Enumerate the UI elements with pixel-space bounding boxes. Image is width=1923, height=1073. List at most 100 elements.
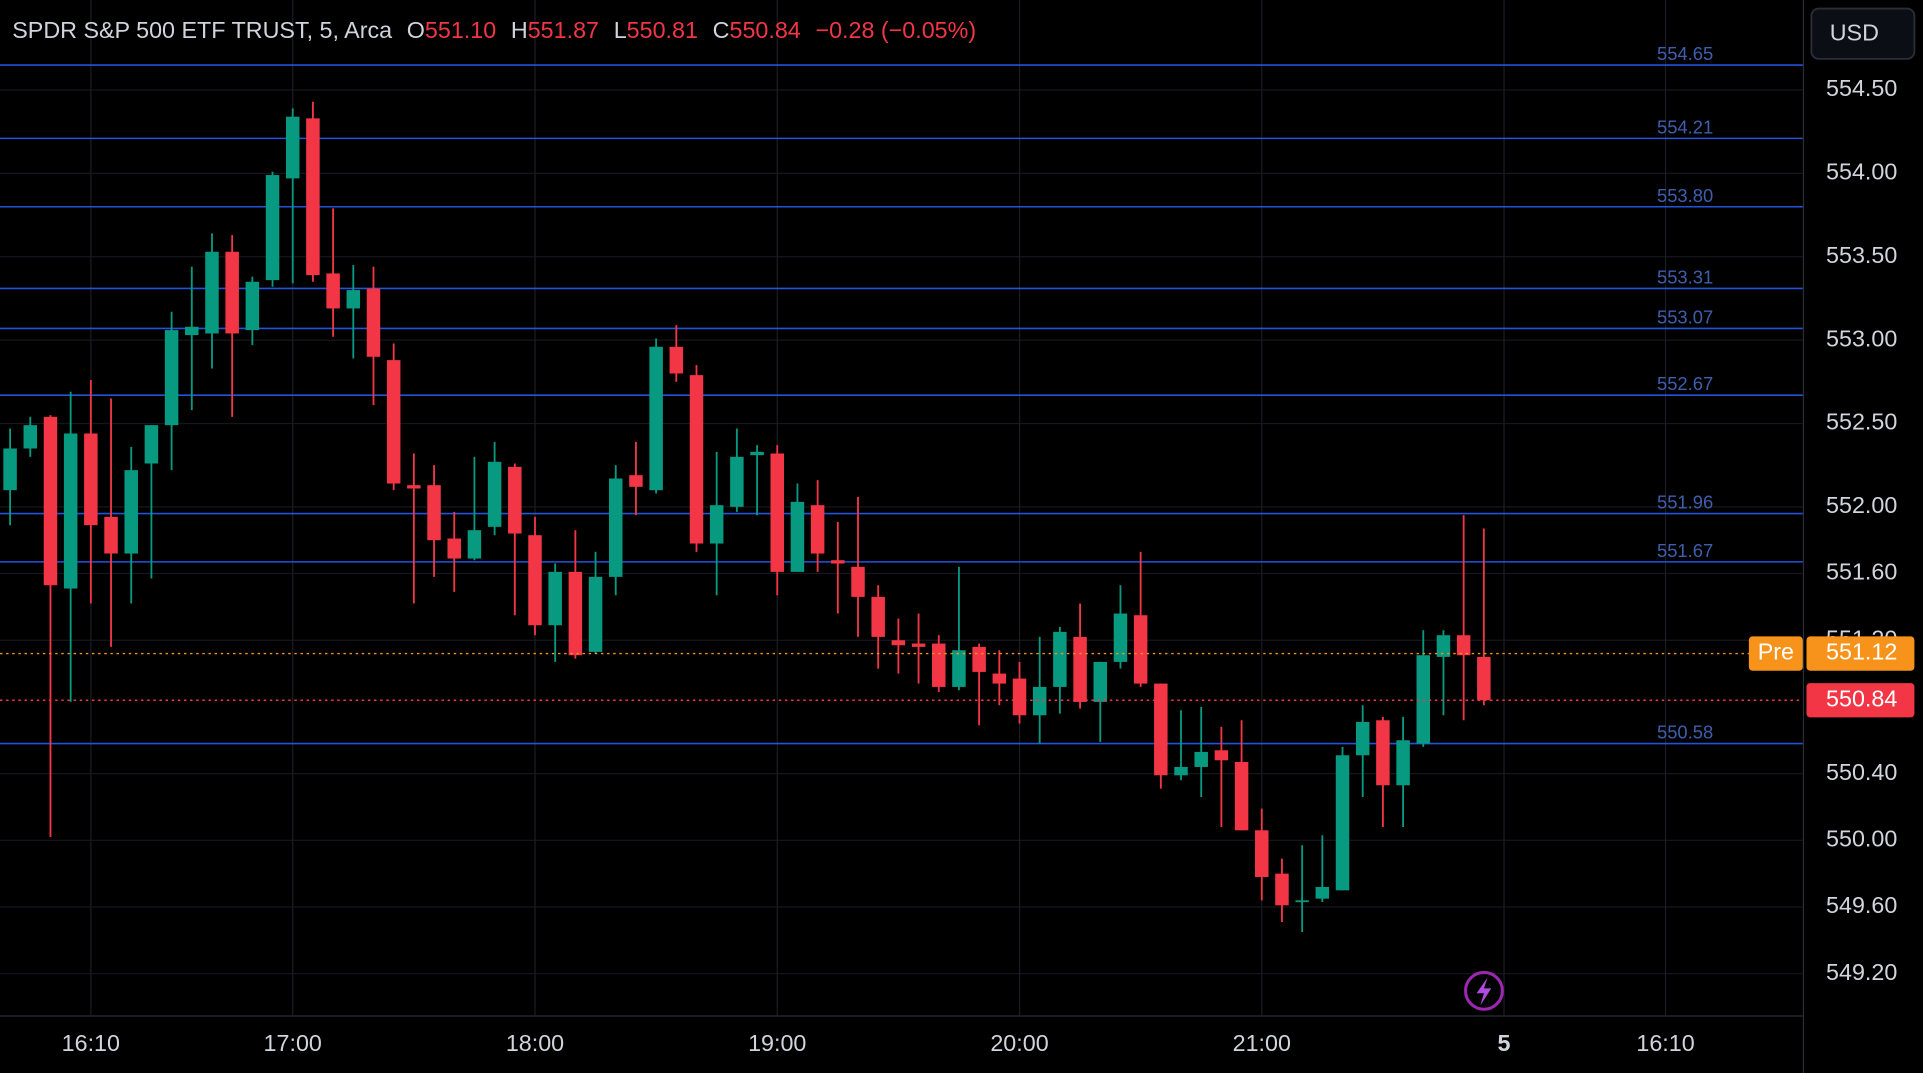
level-label: 553.07 — [1657, 307, 1713, 328]
currency-button-box[interactable] — [1810, 7, 1916, 60]
candles — [3, 101, 1491, 933]
candle-body — [992, 673, 1007, 684]
candle-body — [810, 505, 825, 554]
ohlc-key: L — [614, 17, 627, 43]
x-tick-label: 20:00 — [990, 1030, 1048, 1056]
candle-body — [730, 456, 744, 507]
candle-body — [84, 433, 98, 526]
level-label: 553.31 — [1657, 266, 1713, 287]
level-label: 554.21 — [1657, 116, 1713, 137]
currency-label[interactable]: USD — [1830, 19, 1879, 45]
level-label: 554.65 — [1657, 43, 1713, 64]
candle-body — [790, 501, 805, 572]
candle-body — [386, 360, 401, 484]
candle-body — [1416, 655, 1431, 744]
candle-body — [1456, 635, 1471, 656]
level-label: 550.58 — [1657, 722, 1713, 743]
x-tick-label: 21:00 — [1233, 1030, 1291, 1056]
candle-body — [1436, 635, 1451, 657]
candle-body — [285, 116, 300, 179]
candle-body — [346, 290, 361, 309]
candle-body — [1477, 656, 1491, 701]
y-tick-label: 550.40 — [1826, 759, 1897, 785]
candle-body — [487, 461, 502, 527]
candle-body — [407, 485, 421, 489]
candle-body — [205, 251, 219, 334]
ohlc-value: 551.87 — [528, 17, 599, 43]
price-axis-label: 551.12 — [1826, 639, 1897, 665]
candle-body — [952, 650, 966, 687]
ohlc-key: C — [713, 17, 730, 43]
candle-body — [1174, 766, 1188, 776]
y-tick-label: 549.20 — [1826, 959, 1897, 985]
candle-body — [851, 566, 865, 597]
candle-body — [326, 273, 340, 309]
candle-body — [629, 475, 643, 487]
candle-body — [831, 560, 845, 564]
ohlc-value: 550.81 — [627, 17, 698, 43]
candle-body — [1093, 661, 1108, 702]
candle-body — [1053, 631, 1067, 687]
candle-body — [1113, 613, 1128, 662]
candle-body — [1335, 755, 1350, 891]
level-label: 553.80 — [1657, 185, 1713, 206]
icon-bolt[interactable] — [1476, 977, 1492, 1006]
candle-body — [1194, 751, 1208, 767]
level-label: 552.67 — [1657, 373, 1713, 394]
replay-icon[interactable] — [1464, 970, 1504, 1011]
price-axis-box — [1806, 636, 1915, 671]
symbol-legend: SPDR S&P 500 ETF TRUST, 5, Arca O551.10 H5… — [12, 17, 976, 43]
x-tick-label: 5 — [1498, 1030, 1511, 1056]
candle-body — [1255, 830, 1269, 877]
x-tick-label: 16:10 — [62, 1030, 120, 1056]
candle-body — [770, 453, 784, 572]
candle-body — [932, 643, 946, 687]
candle-body — [427, 485, 441, 541]
currency-button[interactable]: USD — [1810, 7, 1916, 60]
candle-body — [63, 433, 78, 589]
candle-body — [1073, 636, 1087, 702]
ohlc-value: 551.10 — [425, 17, 496, 43]
x-tick-label: 16:10 — [1636, 1030, 1694, 1056]
levels: 554.65 554.21 553.80 553.31 553.07 552.67 551.… — [0, 43, 1803, 745]
price-axis-label: 550.84 — [1826, 685, 1897, 711]
symbol-title: SPDR S&P 500 ETF TRUST, 5, Arca — [12, 17, 392, 43]
candle-body — [104, 516, 118, 554]
x-tick-label: 17:00 — [264, 1030, 322, 1056]
candle-body — [1133, 615, 1148, 684]
candle-body — [1315, 886, 1330, 899]
price-axis-box — [1806, 683, 1915, 718]
candle-body — [245, 281, 260, 331]
y-tick-label: 553.00 — [1826, 325, 1897, 351]
candle-body — [548, 571, 562, 626]
ohlc-value: 550.84 — [730, 17, 801, 43]
candle-body — [528, 535, 542, 626]
y-tick-label: 552.50 — [1826, 409, 1897, 435]
overlay: Pre 551.12 550.84 — [0, 636, 1915, 718]
change: −0.28 (−0.05%) — [815, 17, 976, 43]
candle-body — [588, 576, 603, 652]
candle-body — [891, 640, 906, 646]
candle-body — [709, 505, 724, 544]
candle-body — [23, 425, 38, 449]
y-tick-label: 553.50 — [1826, 242, 1897, 268]
candle-body — [1275, 873, 1289, 906]
ohlc-key: H — [511, 17, 528, 43]
candle-body — [164, 330, 179, 426]
candle-body — [1012, 678, 1027, 716]
candle-body — [972, 646, 986, 672]
candle-body — [265, 175, 280, 281]
candle-body — [447, 538, 461, 559]
candle-body — [185, 326, 199, 336]
y-tick-label: 554.00 — [1826, 159, 1897, 185]
icon-circle[interactable] — [1464, 970, 1504, 1011]
candle-body — [43, 416, 58, 586]
candle-body — [3, 448, 17, 491]
y-tick-label: 550.00 — [1826, 825, 1897, 851]
candle-body — [1295, 900, 1309, 903]
candle-body — [306, 118, 320, 276]
candle-body — [366, 288, 381, 357]
ohlc-key: O — [407, 17, 425, 43]
